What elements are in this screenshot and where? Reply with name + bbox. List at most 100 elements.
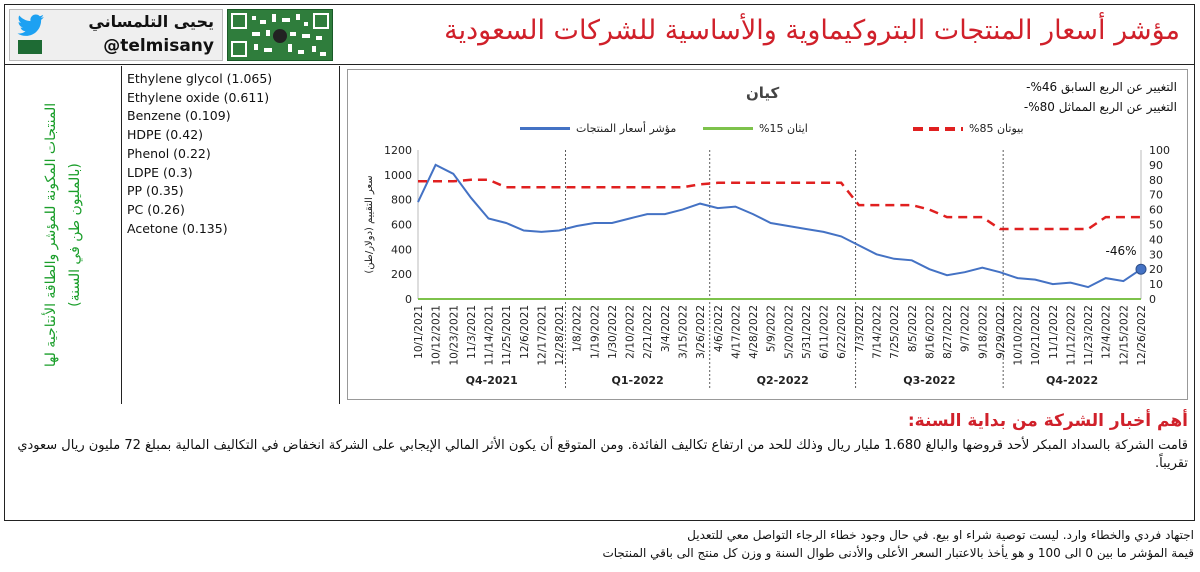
y-right-tick-label: 20 <box>1149 263 1163 276</box>
change-year-label: التغيير عن الربع المماثل 80%- <box>1023 100 1177 114</box>
product-item: Ethylene oxide (0.611) <box>127 89 270 105</box>
product-item: Phenol (0.22) <box>127 145 211 161</box>
chart-area: كيان التغيير عن الربع السابق 46%- التغيي… <box>347 69 1188 400</box>
x-tick-label: 10/23/2021 <box>448 305 460 366</box>
y-right-tick-label: 60 <box>1149 204 1163 217</box>
y-right-tick-label: 30 <box>1149 248 1163 261</box>
news-body: قامت الشركة بالسداد المبكر لأحد قروضها و… <box>17 438 1188 471</box>
x-tick-label: 4/28/2022 <box>748 305 760 359</box>
y-right-tick-label: 70 <box>1149 189 1163 202</box>
legend-item-butane: بيوتان 85% <box>913 122 1024 135</box>
news-heading: أهم أخبار الشركة من بداية السنة: <box>907 411 1188 431</box>
y-right-tick-label: 90 <box>1149 159 1163 172</box>
x-tick-label: 8/16/2022 <box>924 305 936 359</box>
x-tick-label: 5/9/2022 <box>766 305 778 352</box>
legend-swatch-ethane <box>703 127 753 130</box>
y-left-tick-label: 600 <box>391 219 412 232</box>
twitter-bird-icon <box>17 14 44 36</box>
report-frame: يحيى التلمساني @telmisany مؤشر أسعار الم… <box>4 4 1195 521</box>
product-item: Acetone (0.135) <box>127 220 228 236</box>
brand-handle[interactable]: @telmisany <box>103 36 214 56</box>
product-item: LDPE (0.3) <box>127 164 193 180</box>
index-note-line: قيمة المؤشر ما بين 0 الى 100 و هو يأخذ ب… <box>602 546 1194 560</box>
y-right-tick-label: 80 <box>1149 174 1163 187</box>
report-header: يحيى التلمساني @telmisany مؤشر أسعار الم… <box>5 5 1194 65</box>
x-tick-label: 11/12/2022 <box>1065 305 1077 366</box>
x-tick-label: 6/11/2022 <box>819 305 831 359</box>
x-tick-label: 9/7/2022 <box>960 305 972 352</box>
y-left-tick-label: 0 <box>405 293 412 306</box>
legend-item-ethane: ايثان 15% <box>703 122 808 135</box>
x-tick-label: 11/3/2021 <box>466 305 478 359</box>
x-tick-label: 4/6/2022 <box>713 305 725 352</box>
disclaimer-line: اجتهاد فردي والخطاء وارد. ليست توصية شرا… <box>687 528 1194 542</box>
x-tick-label: 1/8/2022 <box>572 305 584 352</box>
series-line-0 <box>417 163 1142 289</box>
news-section: أهم أخبار الشركة من بداية السنة: قامت ال… <box>5 405 1194 521</box>
chart-panel: كيان التغيير عن الربع السابق 46%- التغيي… <box>341 66 1194 404</box>
x-tick-label: 6/22/2022 <box>836 305 848 359</box>
x-tick-label: 1/19/2022 <box>589 305 601 359</box>
product-item: Ethylene glycol (1.065) <box>127 71 273 86</box>
products-list: Ethylene glycol (1.065) Ethylene oxide (… <box>123 66 340 404</box>
x-tick-label: 2/21/2022 <box>642 305 654 359</box>
product-item: PC (0.26) <box>127 201 185 217</box>
index-side-label: المنتجات المكونة للمؤشر والطاقة الأنتاجي… <box>5 66 122 404</box>
x-tick-label: 10/1/2021 <box>413 305 425 359</box>
y-right-tick-label: 0 <box>1149 293 1156 306</box>
y-right-tick-label: 10 <box>1149 278 1163 291</box>
x-tick-label: 3/4/2022 <box>660 305 672 352</box>
x-tick-label: 2/10/2022 <box>625 305 637 359</box>
x-tick-label: 3/26/2022 <box>695 305 707 359</box>
brand-name: يحيى التلمساني <box>88 12 214 31</box>
x-tick-label: 10/21/2022 <box>1030 305 1042 366</box>
series-line-2 <box>418 178 1141 231</box>
series-end-point <box>1135 263 1147 275</box>
end-change-annotation: -46% <box>1105 244 1136 258</box>
x-tick-label: 5/31/2022 <box>801 305 813 359</box>
x-tick-label: 7/14/2022 <box>871 305 883 359</box>
legend-label-ethane: ايثان 15% <box>759 122 808 135</box>
x-tick-label: 9/29/2022 <box>995 305 1007 359</box>
x-tick-label: 12/15/2022 <box>1118 305 1130 366</box>
x-tick-label: 11/1/2022 <box>1048 305 1060 359</box>
x-tick-label: 10/10/2022 <box>1013 305 1025 366</box>
y-right-tick-label: 40 <box>1149 233 1163 246</box>
product-item: HDPE (0.42) <box>127 127 204 143</box>
y-left-tick-label: 800 <box>391 194 412 207</box>
product-item: Benzene (0.109) <box>127 108 231 124</box>
y-left-tick-label: 200 <box>391 268 412 281</box>
y-right-tick-label: 100 <box>1149 144 1170 157</box>
y-left-tick-label: 1200 <box>384 144 412 157</box>
legend-swatch-butane <box>913 126 963 131</box>
y-axis-title: سعر التقييم (دولار/طن) <box>364 175 375 273</box>
quarter-label: Q4-2022 <box>1046 374 1098 387</box>
quarter-label: Q4-2021 <box>466 374 518 387</box>
x-tick-label: 12/6/2021 <box>519 305 531 359</box>
x-tick-label: 7/25/2022 <box>889 305 901 359</box>
x-tick-label: 10/12/2021 <box>431 305 443 366</box>
legend-label-butane: بيوتان 85% <box>969 122 1024 135</box>
x-tick-label: 11/25/2021 <box>501 305 513 366</box>
legend-label-index: مؤشر أسعار المنتجات <box>576 122 677 135</box>
x-tick-label: 1/30/2022 <box>607 305 619 359</box>
x-tick-label: 11/14/2021 <box>484 305 496 366</box>
x-tick-label: 12/26/2022 <box>1136 305 1148 366</box>
change-quarter-label: التغيير عن الربع السابق 46%- <box>1026 80 1177 94</box>
brand-badge[interactable]: يحيى التلمساني @telmisany <box>9 9 223 61</box>
x-tick-label: 7/3/2022 <box>854 305 866 352</box>
x-tick-label: 12/28/2021 <box>554 305 566 366</box>
saudi-flag-icon <box>18 40 42 54</box>
legend-swatch-index <box>520 127 570 130</box>
x-tick-label: 12/4/2022 <box>1101 305 1113 359</box>
x-tick-label: 5/20/2022 <box>783 305 795 359</box>
product-item: PP (0.35) <box>127 183 184 199</box>
y-left-tick-label: 400 <box>391 243 412 256</box>
qr-code-icon <box>227 9 333 61</box>
x-tick-label: 12/17/2021 <box>536 305 548 366</box>
x-tick-label: 8/5/2022 <box>907 305 919 352</box>
x-tick-label: 11/23/2022 <box>1083 305 1095 366</box>
x-tick-label: 8/27/2022 <box>942 305 954 359</box>
x-tick-label: 3/15/2022 <box>678 305 690 359</box>
